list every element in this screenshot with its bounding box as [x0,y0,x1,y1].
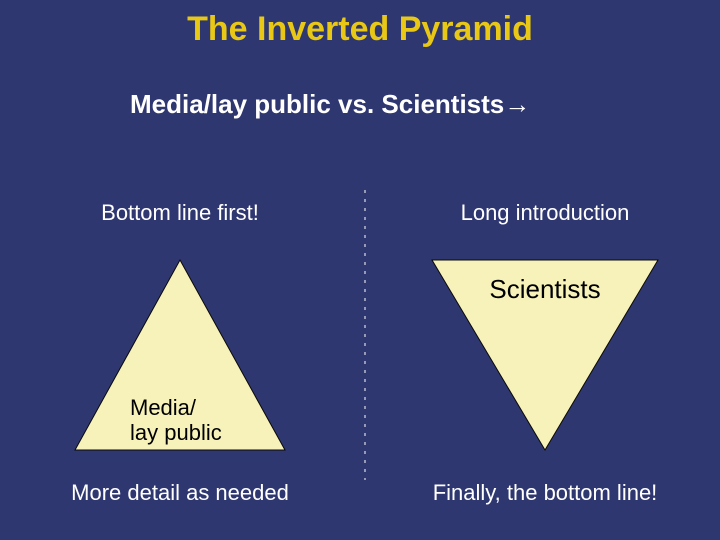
left-top-label: Bottom line first! [0,200,360,225]
right-top-label: Long introduction [370,200,720,225]
left-triangle-label: Media/ lay public [130,395,222,446]
right-triangle-label: Scientists [370,275,720,305]
arrow-icon: → [504,89,530,119]
subtitle-text: Media/lay public vs. Scientists [130,89,504,119]
left-bottom-label: More detail as needed [0,480,360,505]
slide-subtitle: Media/lay public vs. Scientists→ [130,90,530,120]
right-bottom-label: Finally, the bottom line! [370,480,720,505]
shapes-layer [0,0,720,540]
left-tri-text-line2: lay public [130,420,222,445]
slide-title: The Inverted Pyramid [0,10,720,49]
left-tri-text-line1: Media/ [130,395,196,420]
